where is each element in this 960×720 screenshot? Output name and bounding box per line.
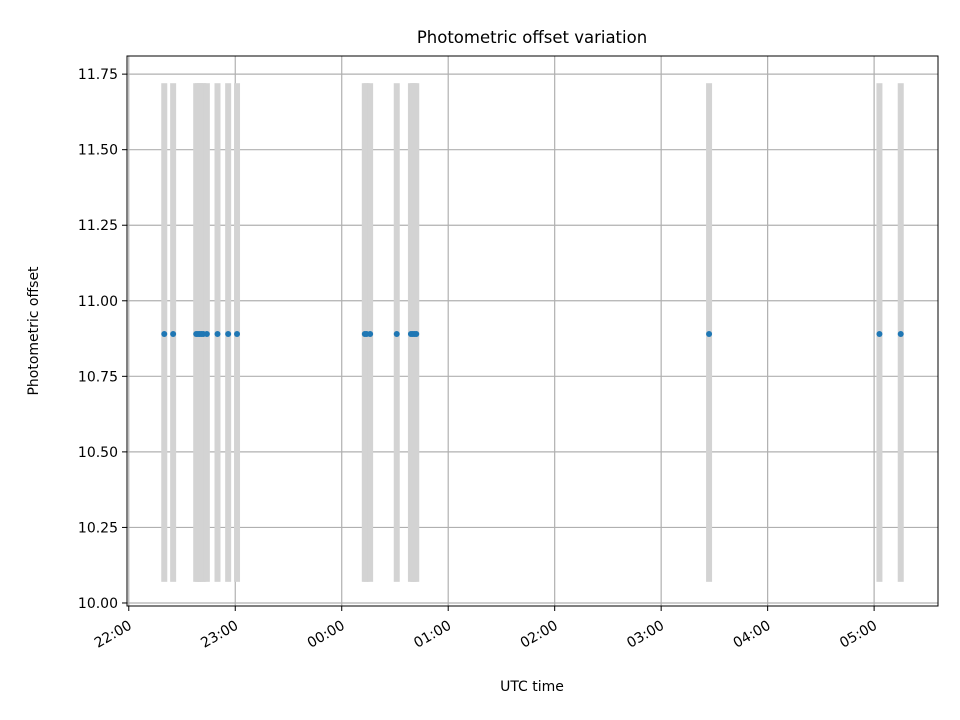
data-points [161,331,904,338]
x-axis-label: UTC time [500,679,564,695]
data-point [225,331,232,338]
data-point [876,331,883,338]
chart-title: Photometric offset variation [417,28,647,47]
data-point [367,331,374,338]
y-tick-label: 10.25 [78,520,118,536]
data-point [161,331,168,338]
plot-frame [126,55,939,607]
data-point [413,331,420,338]
y-tick-label: 11.75 [78,67,118,83]
data-point [706,331,713,338]
y-tick-label: 11.00 [78,294,118,310]
data-point [234,331,241,338]
y-axis: 10.00 10.25 10.50 10.75 11.00 11.25 11.50 11.75 [78,67,127,612]
y-tick-label: 10.75 [78,369,118,385]
data-point [214,331,221,338]
y-tick-label: 10.00 [78,596,118,612]
data-point [393,331,400,338]
data-point [170,331,177,338]
data-point [203,331,210,338]
y-tick-label: 11.50 [78,143,118,159]
y-axis-label: Photometric offset [26,266,42,396]
y-tick-label: 10.50 [78,445,118,461]
grid [127,56,938,606]
y-tick-label: 11.25 [78,218,118,234]
data-point [897,331,904,338]
